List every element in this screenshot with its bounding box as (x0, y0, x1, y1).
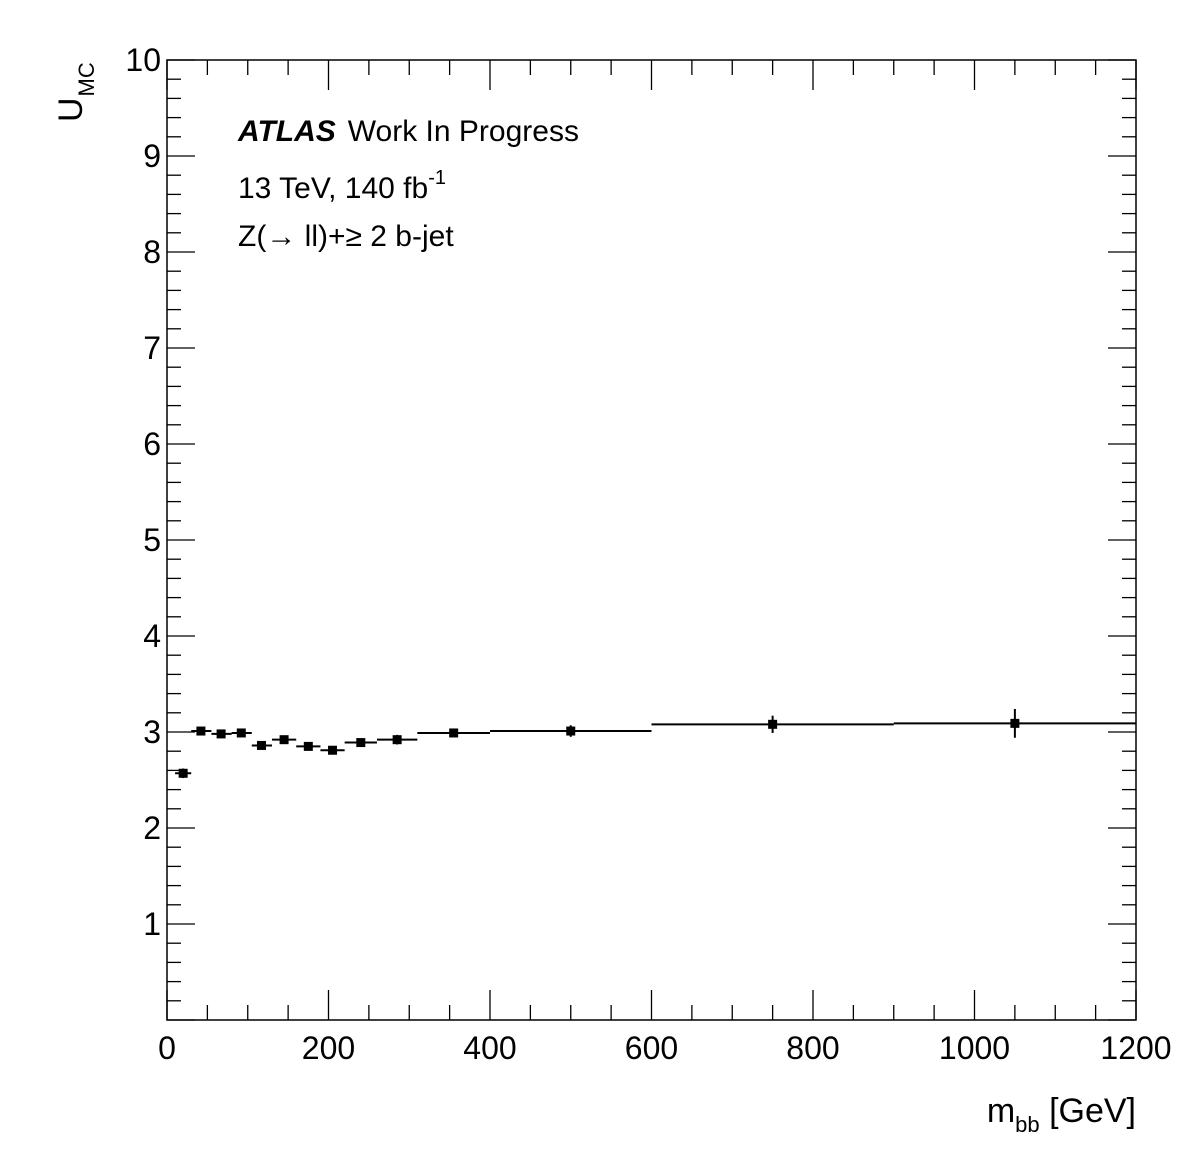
x-axis-title: mbb [GeV] (987, 1092, 1136, 1137)
square-marker (236, 728, 246, 738)
y-tick-label: 10 (125, 42, 161, 78)
y-tick-label: 9 (143, 138, 161, 174)
axis-ticks (166, 59, 1137, 1021)
square-marker (256, 740, 266, 750)
x-tick-label: 1200 (1100, 1030, 1171, 1066)
square-marker (328, 745, 338, 755)
y-tick-label: 2 (143, 810, 161, 846)
data-point (271, 735, 297, 745)
data-point (231, 728, 252, 738)
square-marker (768, 719, 778, 729)
data-point (251, 740, 272, 750)
y-tick-label: 8 (143, 234, 161, 270)
data-point (893, 708, 1136, 738)
square-marker (303, 741, 313, 751)
y-tick-labels: 1 2 3 4 5 6 7 8 9 10 (125, 42, 161, 942)
data-point (490, 725, 652, 737)
square-marker (196, 726, 206, 736)
square-marker (392, 735, 402, 745)
square-marker (1010, 718, 1020, 728)
x-tick-labels: 0 200 400 600 800 1000 1200 (158, 1030, 1171, 1066)
x-tick-label: 600 (625, 1030, 678, 1066)
y-tick-label: 1 (143, 906, 161, 942)
data-point (376, 734, 418, 745)
square-marker (566, 726, 576, 736)
x-tick-label: 800 (786, 1030, 839, 1066)
x-tick-label: 400 (463, 1030, 516, 1066)
x-tick-label: 0 (158, 1030, 176, 1066)
atlas-label: ATLAS Work In Progress (237, 115, 579, 148)
data-points (175, 708, 1136, 779)
y-tick-label: 4 (143, 618, 161, 654)
data-point (296, 741, 321, 751)
square-marker (178, 768, 188, 778)
data-point (344, 738, 377, 748)
data-point (417, 728, 490, 738)
y-tick-label: 3 (143, 714, 161, 750)
square-marker (279, 735, 289, 745)
square-marker (449, 728, 459, 738)
y-tick-label: 7 (143, 330, 161, 366)
lumi-label: 13 TeV, 140 fb-1 (238, 167, 446, 205)
data-point (191, 726, 212, 736)
y-tick-label: 6 (143, 426, 161, 462)
data-point (175, 768, 192, 779)
y-axis-title: UMC (52, 62, 99, 122)
data-point (320, 745, 345, 755)
data-point (651, 715, 894, 733)
data-point (211, 729, 232, 739)
x-tick-label: 200 (302, 1030, 355, 1066)
y-tick-label: 5 (143, 522, 161, 558)
square-marker (356, 738, 366, 748)
square-marker (216, 729, 226, 739)
x-tick-label: 1000 (939, 1030, 1010, 1066)
region-label: Z(→ ll)+≥ 2 b-jet (238, 220, 454, 253)
